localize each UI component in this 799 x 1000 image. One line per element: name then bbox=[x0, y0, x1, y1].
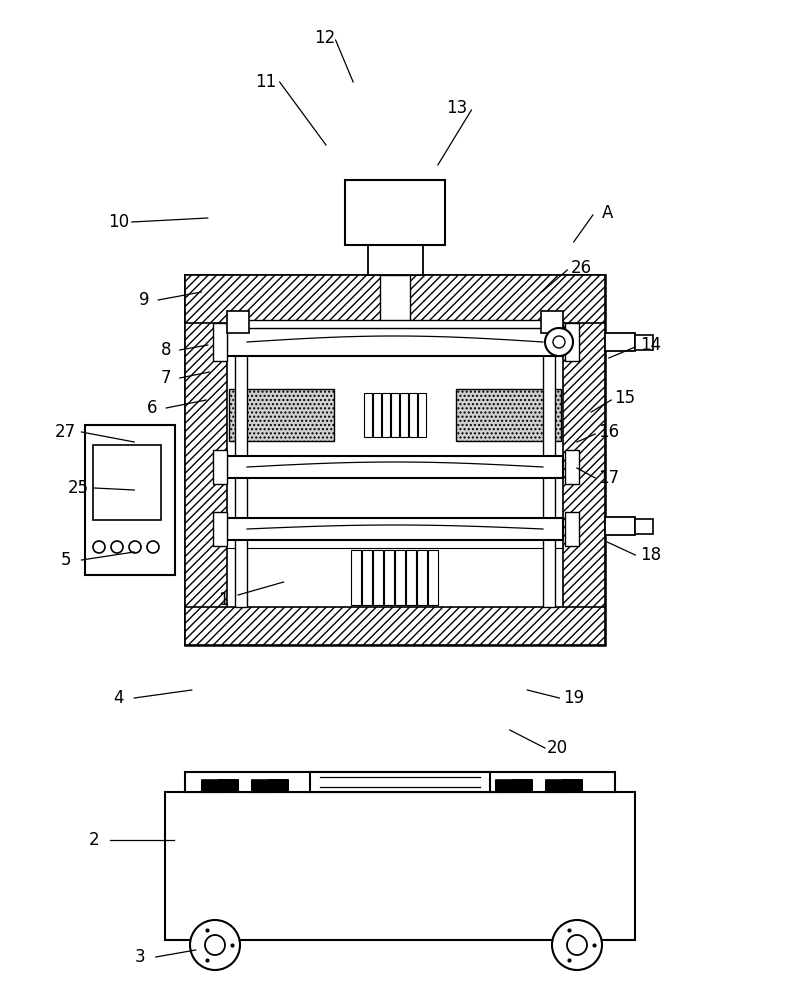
Circle shape bbox=[129, 541, 141, 553]
Bar bbox=[185, 275, 227, 645]
Text: 14: 14 bbox=[641, 336, 662, 354]
Text: 16: 16 bbox=[598, 423, 619, 441]
Text: 19: 19 bbox=[563, 689, 584, 707]
Text: 17: 17 bbox=[598, 469, 619, 487]
Bar bbox=[252, 780, 288, 792]
Bar bbox=[185, 275, 605, 323]
Bar bbox=[185, 275, 605, 645]
Text: 3: 3 bbox=[134, 948, 145, 966]
Bar bbox=[235, 323, 247, 607]
Text: 6: 6 bbox=[146, 399, 157, 417]
Bar bbox=[391, 393, 399, 437]
Text: 2: 2 bbox=[89, 831, 100, 849]
Bar bbox=[362, 550, 372, 605]
Bar bbox=[227, 311, 249, 333]
Circle shape bbox=[567, 935, 587, 955]
Bar bbox=[635, 519, 653, 534]
Text: 13: 13 bbox=[447, 99, 467, 117]
Bar bbox=[635, 335, 653, 350]
Circle shape bbox=[552, 920, 602, 970]
Bar bbox=[565, 323, 579, 361]
Text: 9: 9 bbox=[138, 291, 149, 309]
Circle shape bbox=[111, 541, 123, 553]
Text: 27: 27 bbox=[55, 423, 76, 441]
Bar bbox=[380, 275, 410, 323]
Bar bbox=[428, 550, 438, 605]
Text: 10: 10 bbox=[108, 213, 129, 231]
Bar bbox=[185, 772, 615, 792]
Text: 7: 7 bbox=[161, 369, 172, 387]
Text: 5: 5 bbox=[60, 551, 71, 569]
Bar bbox=[543, 323, 555, 607]
Bar bbox=[310, 772, 490, 792]
Bar bbox=[496, 780, 532, 792]
Text: 25: 25 bbox=[68, 479, 89, 497]
Bar bbox=[373, 550, 383, 605]
Bar bbox=[252, 782, 288, 792]
Bar bbox=[382, 393, 390, 437]
Bar bbox=[565, 512, 579, 546]
Text: 15: 15 bbox=[614, 389, 635, 407]
Text: 26: 26 bbox=[571, 259, 592, 277]
Bar bbox=[456, 389, 561, 441]
Bar bbox=[213, 450, 227, 484]
Bar bbox=[546, 782, 582, 792]
Circle shape bbox=[553, 336, 565, 348]
Bar bbox=[384, 550, 394, 605]
Bar bbox=[227, 320, 563, 328]
Bar bbox=[546, 780, 582, 792]
Bar bbox=[213, 323, 227, 361]
Circle shape bbox=[545, 328, 573, 356]
Bar bbox=[409, 393, 417, 437]
Circle shape bbox=[147, 541, 159, 553]
Bar bbox=[565, 450, 579, 484]
Bar bbox=[563, 275, 605, 645]
Bar bbox=[418, 393, 426, 437]
Circle shape bbox=[93, 541, 105, 553]
Bar bbox=[165, 792, 635, 940]
Bar bbox=[373, 393, 381, 437]
Text: 20: 20 bbox=[547, 739, 568, 757]
Text: 11: 11 bbox=[255, 73, 276, 91]
Bar bbox=[202, 782, 238, 792]
Bar bbox=[227, 518, 563, 540]
Text: 18: 18 bbox=[641, 546, 662, 564]
Bar bbox=[85, 425, 175, 575]
Bar bbox=[213, 512, 227, 546]
Bar bbox=[227, 328, 563, 356]
Text: 4: 4 bbox=[113, 689, 124, 707]
Bar bbox=[541, 311, 563, 333]
Bar bbox=[417, 550, 427, 605]
Circle shape bbox=[190, 920, 240, 970]
Bar bbox=[605, 333, 635, 351]
Text: 12: 12 bbox=[314, 29, 335, 47]
Bar bbox=[351, 550, 361, 605]
Bar bbox=[605, 517, 635, 535]
Bar bbox=[364, 393, 372, 437]
Text: 8: 8 bbox=[161, 341, 172, 359]
Bar bbox=[202, 780, 238, 792]
Bar bbox=[345, 180, 445, 245]
Bar bbox=[395, 550, 405, 605]
Circle shape bbox=[205, 935, 225, 955]
Bar bbox=[400, 393, 408, 437]
Text: 1: 1 bbox=[218, 591, 229, 609]
Bar bbox=[406, 550, 416, 605]
Bar bbox=[368, 245, 423, 275]
Bar bbox=[229, 389, 334, 441]
Bar bbox=[93, 445, 161, 520]
Text: A: A bbox=[602, 204, 613, 222]
Bar bbox=[496, 782, 532, 792]
Bar bbox=[185, 607, 605, 645]
Bar bbox=[227, 456, 563, 478]
